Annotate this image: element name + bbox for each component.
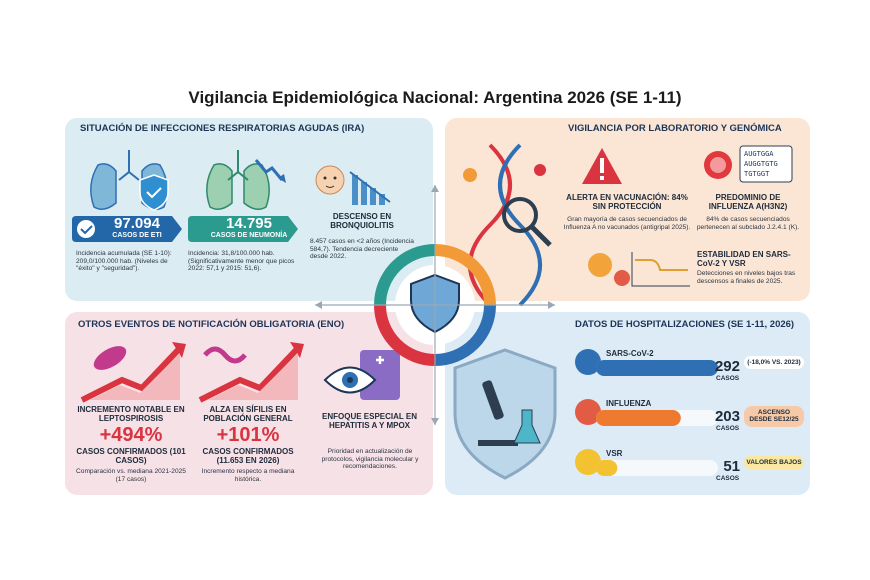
item-title: ALERTA EN VACUNACIÓN: 84% SIN PROTECCIÓN xyxy=(566,193,688,212)
row-value: 203 xyxy=(714,408,740,425)
stability-icon xyxy=(588,252,690,287)
virus-icon xyxy=(575,399,601,425)
eye-doc-icon xyxy=(323,350,400,400)
item-title: ENFOQUE ESPECIAL EN HEPATITIS A Y MPOX xyxy=(322,412,417,431)
item-title: PREDOMINIO DE INFLUENZA A(H3N2) xyxy=(708,193,788,212)
hosp-bar-track xyxy=(596,460,718,476)
section-heading: VIGILANCIA POR LABORATORIO Y GENÓMICA xyxy=(568,123,782,134)
check-icon xyxy=(77,220,95,238)
stat-value: 97.094 xyxy=(114,215,160,232)
alert-icon xyxy=(582,148,622,184)
row-badge: (-18,0% VS. 2023) xyxy=(744,356,804,370)
lungs-icon xyxy=(90,150,169,211)
section-heading: SITUACIÓN DE INFECCIONES RESPIRATORIAS A… xyxy=(80,123,365,134)
stat-label: CASOS DE ETI xyxy=(112,232,162,239)
baby-chart-icon xyxy=(315,165,391,205)
row-badge: VALORES BAJOS xyxy=(744,456,804,470)
badge-eti xyxy=(72,216,182,242)
item-title: DESCENSO EN BRONQUIOLITIS xyxy=(330,212,394,231)
row-name: INFLUENZA xyxy=(606,399,652,408)
stat-note: Incidencia: 31,8/100.000 hab. (Significa… xyxy=(188,250,295,273)
item-note: Prioridad en actualización de protocolos… xyxy=(321,448,419,471)
virus-icon xyxy=(575,449,601,475)
item-note: Comparación vs. mediana 2021-2025 (17 ca… xyxy=(76,468,186,483)
hosp-bar xyxy=(596,410,681,426)
row-unit: CASOS xyxy=(716,425,740,432)
stat-value: 14.795 xyxy=(226,215,272,232)
item-subtitle: CASOS CONFIRMADOS (101 CASOS) xyxy=(76,447,186,466)
lungs-icon-2 xyxy=(206,150,286,210)
row-badge: ASCENSO DESDE SE12/25 xyxy=(744,406,804,427)
row-unit: CASOS xyxy=(716,375,740,382)
sequence-text: AUGGTGTG xyxy=(744,160,778,168)
item-title: INCREMENTO NOTABLE EN LEPTOSPIROSIS xyxy=(77,405,185,424)
item-title: ALZA EN SÍFILIS EN POBLACIÓN GENERAL xyxy=(203,405,293,424)
syphilis-chart-icon xyxy=(198,342,304,403)
item-note: Incremento respecto a mediana histórica. xyxy=(201,468,295,483)
center-emblem xyxy=(315,185,555,425)
dna-icon xyxy=(463,143,552,307)
row-value: 292 xyxy=(714,358,740,375)
virus-icon xyxy=(575,349,601,375)
section-heading: OTROS EVENTOS DE NOTIFICACIÓN OBLIGATORI… xyxy=(78,319,345,330)
change-value: +101% xyxy=(216,424,280,446)
microscope-shield-icon xyxy=(453,348,557,480)
sequence-text: AUGTGGA xyxy=(744,150,774,158)
row-unit: CASOS xyxy=(716,475,740,482)
item-title: ESTABILIDAD EN SARS-CoV-2 Y VSR xyxy=(697,250,791,269)
item-subtitle: CASOS CONFIRMADOS (11.653 EN 2026) xyxy=(202,447,294,466)
hosp-bar xyxy=(596,360,718,376)
row-name: SARS-CoV-2 xyxy=(606,349,654,358)
item-note: 8.457 casos en <2 años (Incidencia 584,7… xyxy=(310,238,414,261)
section-heading: DATOS DE HOSPITALIZACIONES (SE 1-11, 202… xyxy=(575,319,795,330)
panel-ira xyxy=(65,118,433,301)
sequence-text: TGTGGT xyxy=(744,170,770,178)
stat-note: Incidencia acumulada (SE 1-10): 209,0/10… xyxy=(76,250,172,273)
page-title: Vigilancia Epidemiológica Nacional: Arge… xyxy=(188,88,682,107)
item-note: Detecciones en niveles bajos tras descen… xyxy=(697,270,796,285)
item-note: 84% de casos secuenciados pertenecen al … xyxy=(696,216,800,231)
row-value: 51 xyxy=(723,458,740,475)
panel-eno xyxy=(65,312,433,495)
bacteria-chart-icon xyxy=(80,342,186,403)
genome-icon xyxy=(704,145,793,183)
hosp-bar xyxy=(596,460,618,476)
change-value: +494% xyxy=(99,424,163,446)
item-note: Gran mayoría de casos secuenciados de In… xyxy=(563,216,691,231)
row-name: VSR xyxy=(606,449,623,458)
badge-neumonia xyxy=(188,216,298,242)
stat-label: CASOS DE NEUMONÍA xyxy=(210,232,288,239)
